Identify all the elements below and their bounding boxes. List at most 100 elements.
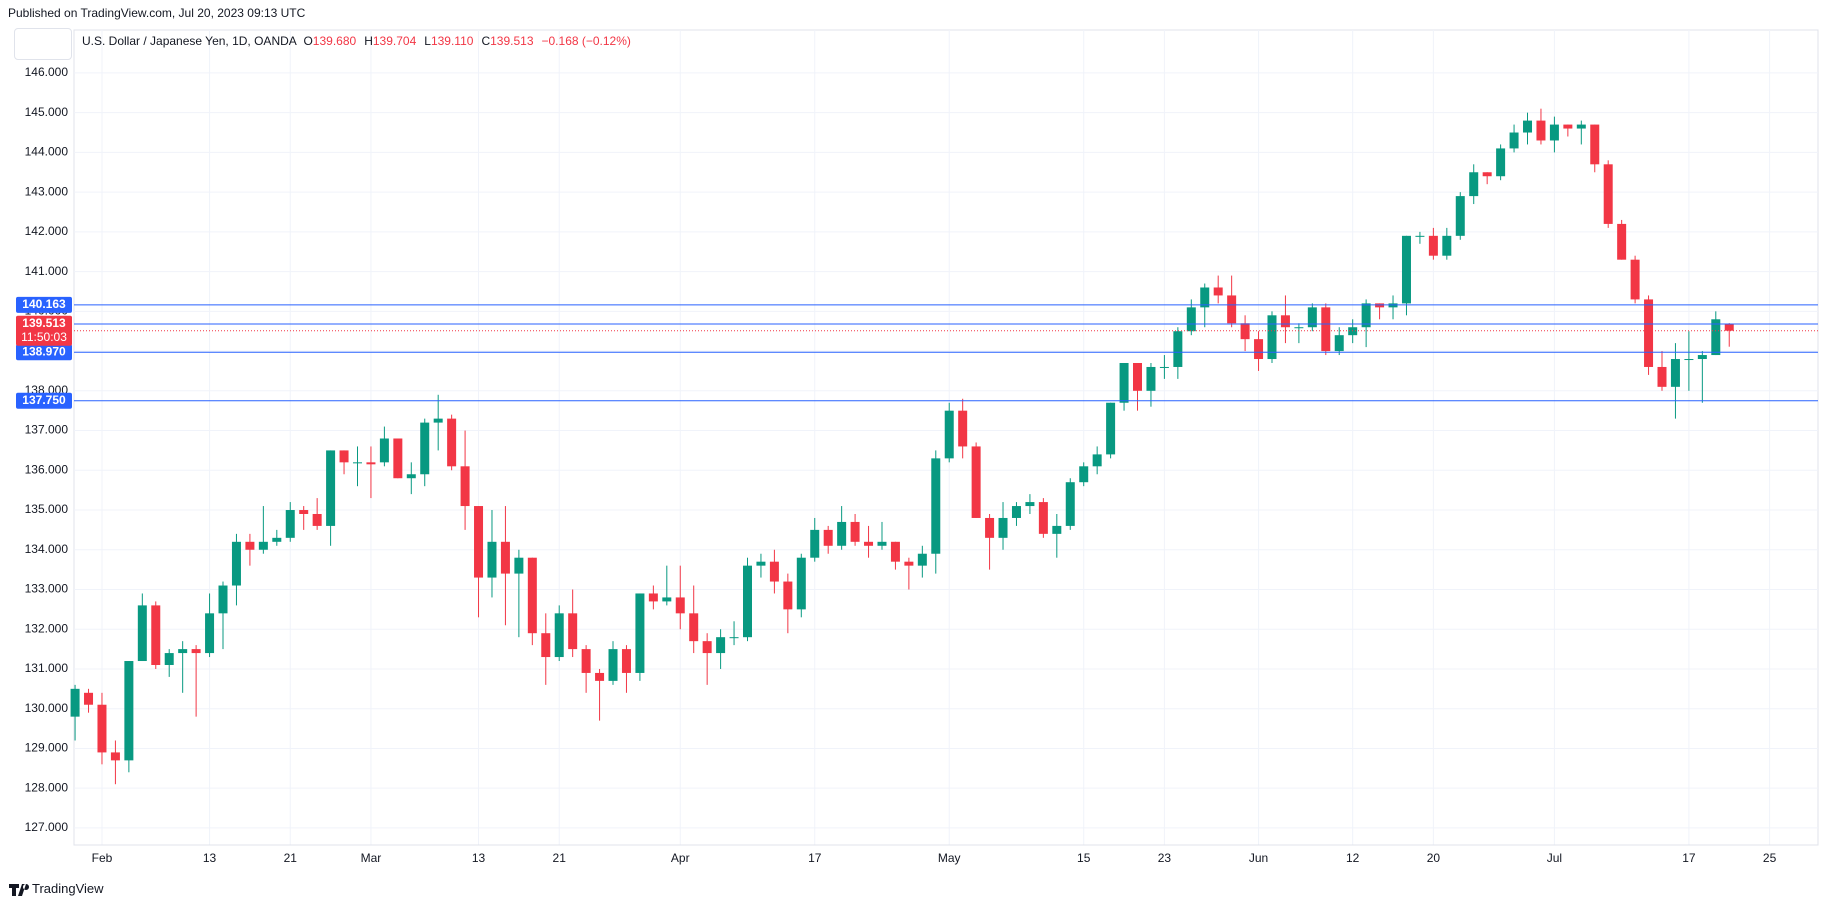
candle-body: [1254, 339, 1264, 360]
x-tick-label: Jun: [1249, 851, 1268, 865]
candle-body: [447, 418, 457, 467]
candle-body: [1119, 362, 1129, 403]
ohlc-value: 139.704: [372, 34, 417, 48]
candle-body: [1334, 335, 1344, 352]
published-note: Published on TradingView.com, Jul 20, 20…: [8, 6, 306, 20]
price-label-box: [16, 392, 72, 409]
candle-body: [285, 510, 295, 538]
y-tick-label: 144.000: [25, 145, 69, 159]
candle-body: [231, 541, 241, 586]
candle-body: [1509, 132, 1519, 149]
x-tick-label: 13: [472, 851, 486, 865]
candle-body: [1173, 331, 1183, 367]
x-tick-label: 20: [1427, 851, 1441, 865]
candle-body: [1684, 359, 1694, 361]
candle-body: [1159, 366, 1169, 368]
ohlc-key: L: [424, 34, 431, 48]
candle-body: [312, 513, 322, 526]
candle-body: [931, 458, 941, 554]
candle-body: [635, 593, 645, 673]
candle-body: [1401, 235, 1411, 304]
candle-body: [662, 597, 672, 602]
y-tick-label: 145.000: [25, 105, 69, 119]
candle-body: [796, 557, 806, 610]
candle-body: [1576, 124, 1586, 129]
candle-body: [1186, 307, 1196, 332]
candle-body: [1240, 323, 1250, 340]
legend: U.S. Dollar / Japanese Yen, 1D, OANDA O1…: [82, 34, 631, 48]
y-tick-label: 128.000: [25, 780, 69, 794]
candle-body: [1670, 359, 1680, 387]
candle-body: [1052, 525, 1062, 534]
candle-body: [460, 466, 470, 507]
price-label: 137.750: [22, 393, 66, 407]
y-tick-label: 132.000: [25, 621, 69, 635]
candle-body: [393, 438, 403, 479]
candle-body: [205, 613, 215, 654]
candle-body: [1428, 235, 1438, 256]
candle-body: [823, 529, 833, 546]
candle-body: [1482, 172, 1492, 177]
candle-body: [621, 649, 631, 673]
x-tick-label: 21: [553, 851, 567, 865]
x-tick-label: 17: [1682, 851, 1696, 865]
candle-body: [702, 641, 712, 654]
candle-body: [1590, 124, 1600, 165]
price-label-box: [16, 296, 72, 313]
x-tick-label: Apr: [671, 851, 690, 865]
candle-body: [1213, 287, 1223, 296]
candle-body: [1496, 148, 1506, 177]
candle-body: [1025, 502, 1035, 507]
candle-body: [1549, 124, 1559, 141]
candle-body: [420, 422, 430, 475]
candle-body: [487, 541, 497, 578]
candle-body: [729, 637, 739, 639]
candle-body: [1321, 307, 1331, 352]
candle-body: [648, 593, 658, 602]
candle-body: [379, 438, 389, 463]
candle-body: [514, 557, 524, 574]
candle-body: [1133, 362, 1143, 391]
candle-body: [1307, 307, 1317, 328]
candle-body: [743, 565, 753, 638]
candle-body: [971, 446, 981, 518]
y-tick-label: 133.000: [25, 582, 69, 596]
candle-body: [124, 661, 134, 761]
x-tick-label: 15: [1077, 851, 1091, 865]
candle-body: [151, 605, 161, 665]
candle-body: [944, 410, 954, 459]
y-tick-label: 134.000: [25, 542, 69, 556]
candle-body: [299, 510, 309, 514]
y-tick-label: 142.000: [25, 224, 69, 238]
candle-body: [474, 506, 484, 578]
symbol: U.S. Dollar / Japanese Yen, 1D, OANDA: [82, 34, 297, 48]
candle-body: [985, 517, 995, 538]
candle-body: [1348, 327, 1358, 336]
y-tick-label: 141.000: [25, 264, 69, 278]
candle-body: [258, 541, 268, 550]
candle-body: [1630, 259, 1640, 300]
ohlc: O139.680 H139.704 L139.110 C139.513: [303, 34, 541, 48]
candle-body: [1563, 124, 1573, 129]
candle-body: [877, 541, 887, 546]
x-tick-label: 17: [808, 851, 822, 865]
price-label: 138.970: [22, 344, 66, 358]
x-tick-label: Jul: [1547, 851, 1562, 865]
ohlc-value: 139.513: [490, 34, 534, 48]
candle-body: [1603, 164, 1613, 224]
candle-body: [998, 517, 1008, 538]
candle-body: [1092, 454, 1102, 467]
candle-body: [326, 450, 336, 526]
y-tick-label: 136.000: [25, 462, 69, 476]
candle-body: [1079, 466, 1089, 483]
candle-body: [84, 692, 94, 705]
current-price-box: [16, 315, 72, 346]
candle-body: [1711, 319, 1721, 356]
candle-body: [1065, 482, 1075, 526]
y-tick-label: 137.000: [25, 423, 69, 437]
candle-body: [245, 541, 255, 550]
current-price-label: 139.513: [22, 316, 66, 330]
candle-body: [1455, 196, 1465, 236]
candle-body: [1375, 303, 1385, 308]
